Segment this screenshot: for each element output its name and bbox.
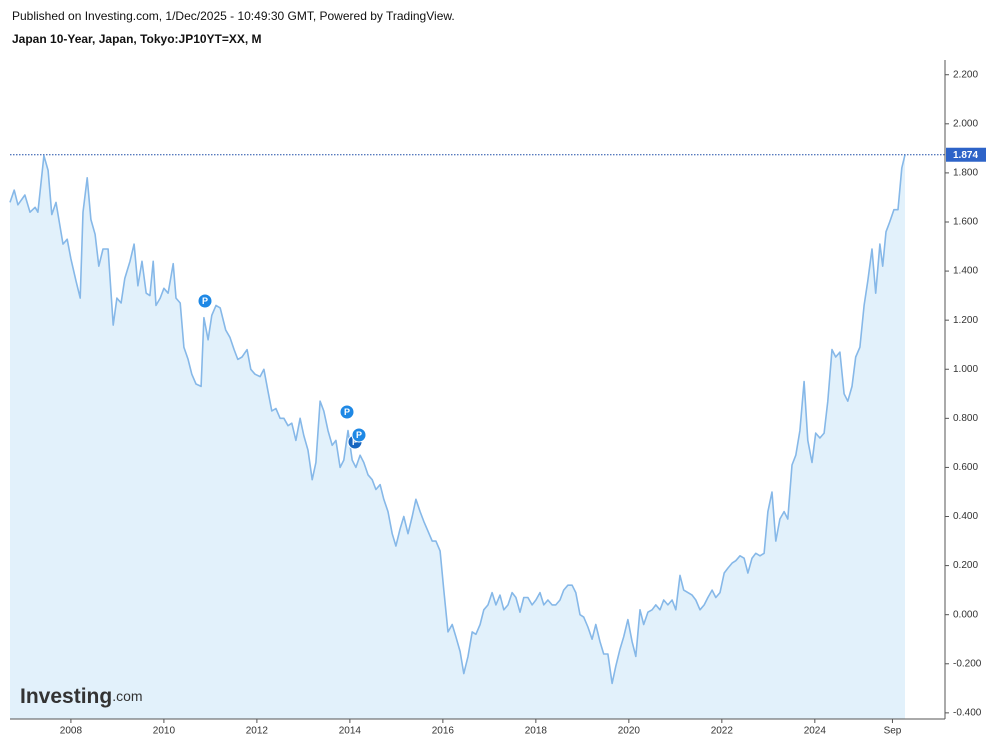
plot (9, 154, 906, 719)
y-tick-label: -0.400 (953, 708, 982, 719)
y-tick-label: 1.200 (953, 315, 978, 326)
event-marker (339, 404, 355, 420)
y-tick-label: -0.200 (953, 658, 982, 669)
x-tick-label: 2014 (339, 726, 362, 737)
area-fill (10, 154, 905, 719)
x-tick-label: 2022 (711, 726, 734, 737)
y-tick-label: 2.200 (953, 69, 978, 80)
event-marker-label: P (356, 430, 362, 440)
x-tick-label: 2010 (153, 726, 176, 737)
x-tick-label: 2012 (246, 726, 269, 737)
x-tick-label: 2024 (804, 726, 827, 737)
y-tick-label: 1.800 (953, 168, 978, 179)
y-tick-label: 1.000 (953, 364, 978, 375)
y-tick-label: 1.600 (953, 217, 978, 228)
event-marker-label: P (352, 437, 358, 447)
y-tick-label: 2.000 (953, 118, 978, 129)
y-tick-label: 0.400 (953, 511, 978, 522)
chart-title: Japan 10-Year, Japan, Tokyo:JP10YT=XX, M (12, 32, 262, 46)
header: Published on Investing.com, 1/Dec/2025 -… (12, 9, 455, 23)
event-marker-label: P (202, 296, 208, 306)
logo-suffix: .com (112, 688, 142, 704)
last-value-box (946, 147, 986, 162)
logo-name: Investing (20, 685, 112, 708)
y-tick-label: 1.400 (953, 266, 978, 277)
x-tick-label: 2018 (525, 726, 548, 737)
logo: Investing.com (20, 685, 143, 708)
last-value-label: 1.874 (953, 150, 978, 161)
x-tick-label: 2008 (60, 726, 83, 737)
event-marker-label: P (344, 407, 350, 417)
event-marker (197, 293, 213, 309)
y-tick-label: 0.600 (953, 462, 978, 473)
event-marker (351, 427, 367, 443)
x-tick-label: 2016 (432, 726, 455, 737)
y-tick-label: 0.200 (953, 560, 978, 571)
y-tick-label: 0.000 (953, 609, 978, 620)
y-tick-label: 0.800 (953, 413, 978, 424)
price-line (9, 154, 906, 685)
x-tick-label: 2020 (618, 726, 641, 737)
x-tick-label: Sep (884, 726, 902, 737)
